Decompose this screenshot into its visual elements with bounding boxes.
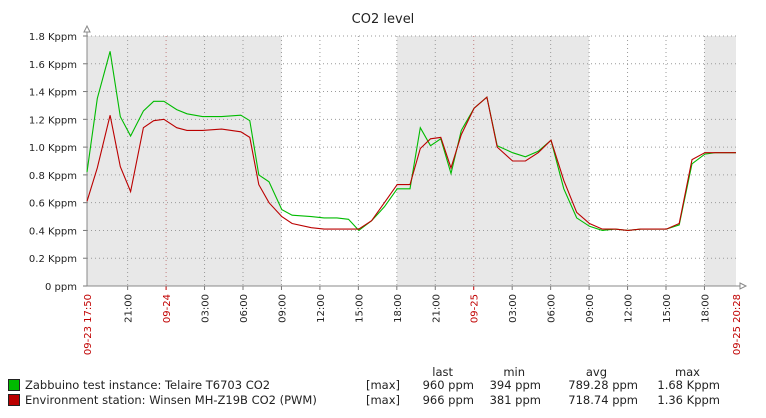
- legend-header-min: min: [503, 365, 525, 379]
- x-tick-label: 03:00: [201, 294, 212, 323]
- legend-last: 966 ppm: [422, 393, 474, 407]
- legend-header-last: last: [432, 365, 453, 379]
- y-tick-label: 0.2 Kppm: [29, 254, 77, 265]
- legend-avg: 789.28 ppm: [568, 378, 638, 392]
- x-tick-label: 09-25: [470, 294, 481, 323]
- legend-func: [max]: [365, 378, 400, 392]
- y-tick-label: 1.8 Kppm: [29, 32, 77, 43]
- x-tick-label: 21:00: [124, 294, 135, 323]
- y-tick-label: 0.8 Kppm: [29, 171, 77, 182]
- chart-title: CO2 level: [352, 12, 415, 27]
- y-axis-arrow-icon: [83, 24, 91, 33]
- x-end-label: 09-25 20:28: [732, 294, 743, 355]
- legend-swatch-red: [8, 394, 20, 406]
- x-tick-label: 09-24: [162, 294, 173, 323]
- legend-item-winsen: Environment station: Winsen MH-Z19B CO2 …: [8, 393, 748, 407]
- legend-label: Environment station: Winsen MH-Z19B CO2 …: [25, 393, 317, 407]
- plot-area: 0 ppm 0.2 Kppm 0.4 Kppm 0.6 Kppm 0.8 Kppm 1.0…: [29, 24, 748, 355]
- x-tick-label: 09:00: [585, 294, 596, 323]
- series-line-1: [86, 96, 736, 231]
- y-tick-label: 1.0 Kppm: [29, 143, 77, 154]
- x-axis-arrow-icon: [739, 282, 748, 290]
- night-band-2: [704, 36, 736, 286]
- legend-min: 381 ppm: [489, 393, 541, 407]
- y-tick-label: 0.6 Kppm: [29, 199, 77, 210]
- y-tick-label: 1.4 Kppm: [29, 88, 77, 99]
- x-tick-label: 15:00: [354, 294, 365, 323]
- x-tick-label: 12:00: [316, 294, 327, 323]
- y-tick-label: 1.6 Kppm: [29, 60, 77, 71]
- x-tick-label: 06:00: [547, 294, 558, 323]
- y-tick-label: 0.4 Kppm: [29, 226, 77, 237]
- x-tick-label: 21:00: [431, 294, 442, 323]
- x-tick-label: 06:00: [239, 294, 250, 323]
- legend-item-telaire: Zabbuino test instance: Telaire T6703 CO…: [8, 378, 748, 392]
- legend-header-avg: avg: [585, 365, 607, 379]
- x-tick-label: 03:00: [508, 294, 519, 323]
- x-tick-label: 18:00: [700, 294, 711, 323]
- y-tick-label: 0 ppm: [45, 282, 77, 293]
- legend-swatch-green: [8, 379, 20, 391]
- y-tick-label: 1.2 Kppm: [29, 115, 77, 126]
- x-tick-label: 12:00: [624, 294, 635, 323]
- legend-min: 394 ppm: [489, 378, 541, 392]
- x-tick-label: 18:00: [393, 294, 404, 323]
- legend-avg: 718.74 ppm: [568, 393, 638, 407]
- legend-label: Zabbuino test instance: Telaire T6703 CO…: [25, 378, 271, 392]
- legend-last: 960 ppm: [422, 378, 474, 392]
- legend-max: 1.36 Kppm: [657, 393, 720, 407]
- legend-header-max: max: [674, 365, 700, 379]
- legend-func: [max]: [365, 393, 400, 407]
- legend-max: 1.68 Kppm: [657, 378, 720, 392]
- x-tick-label: 15:00: [662, 294, 673, 323]
- x-tick-label: 09:00: [277, 294, 288, 323]
- x-start-label: 09-23 17:50: [83, 294, 94, 355]
